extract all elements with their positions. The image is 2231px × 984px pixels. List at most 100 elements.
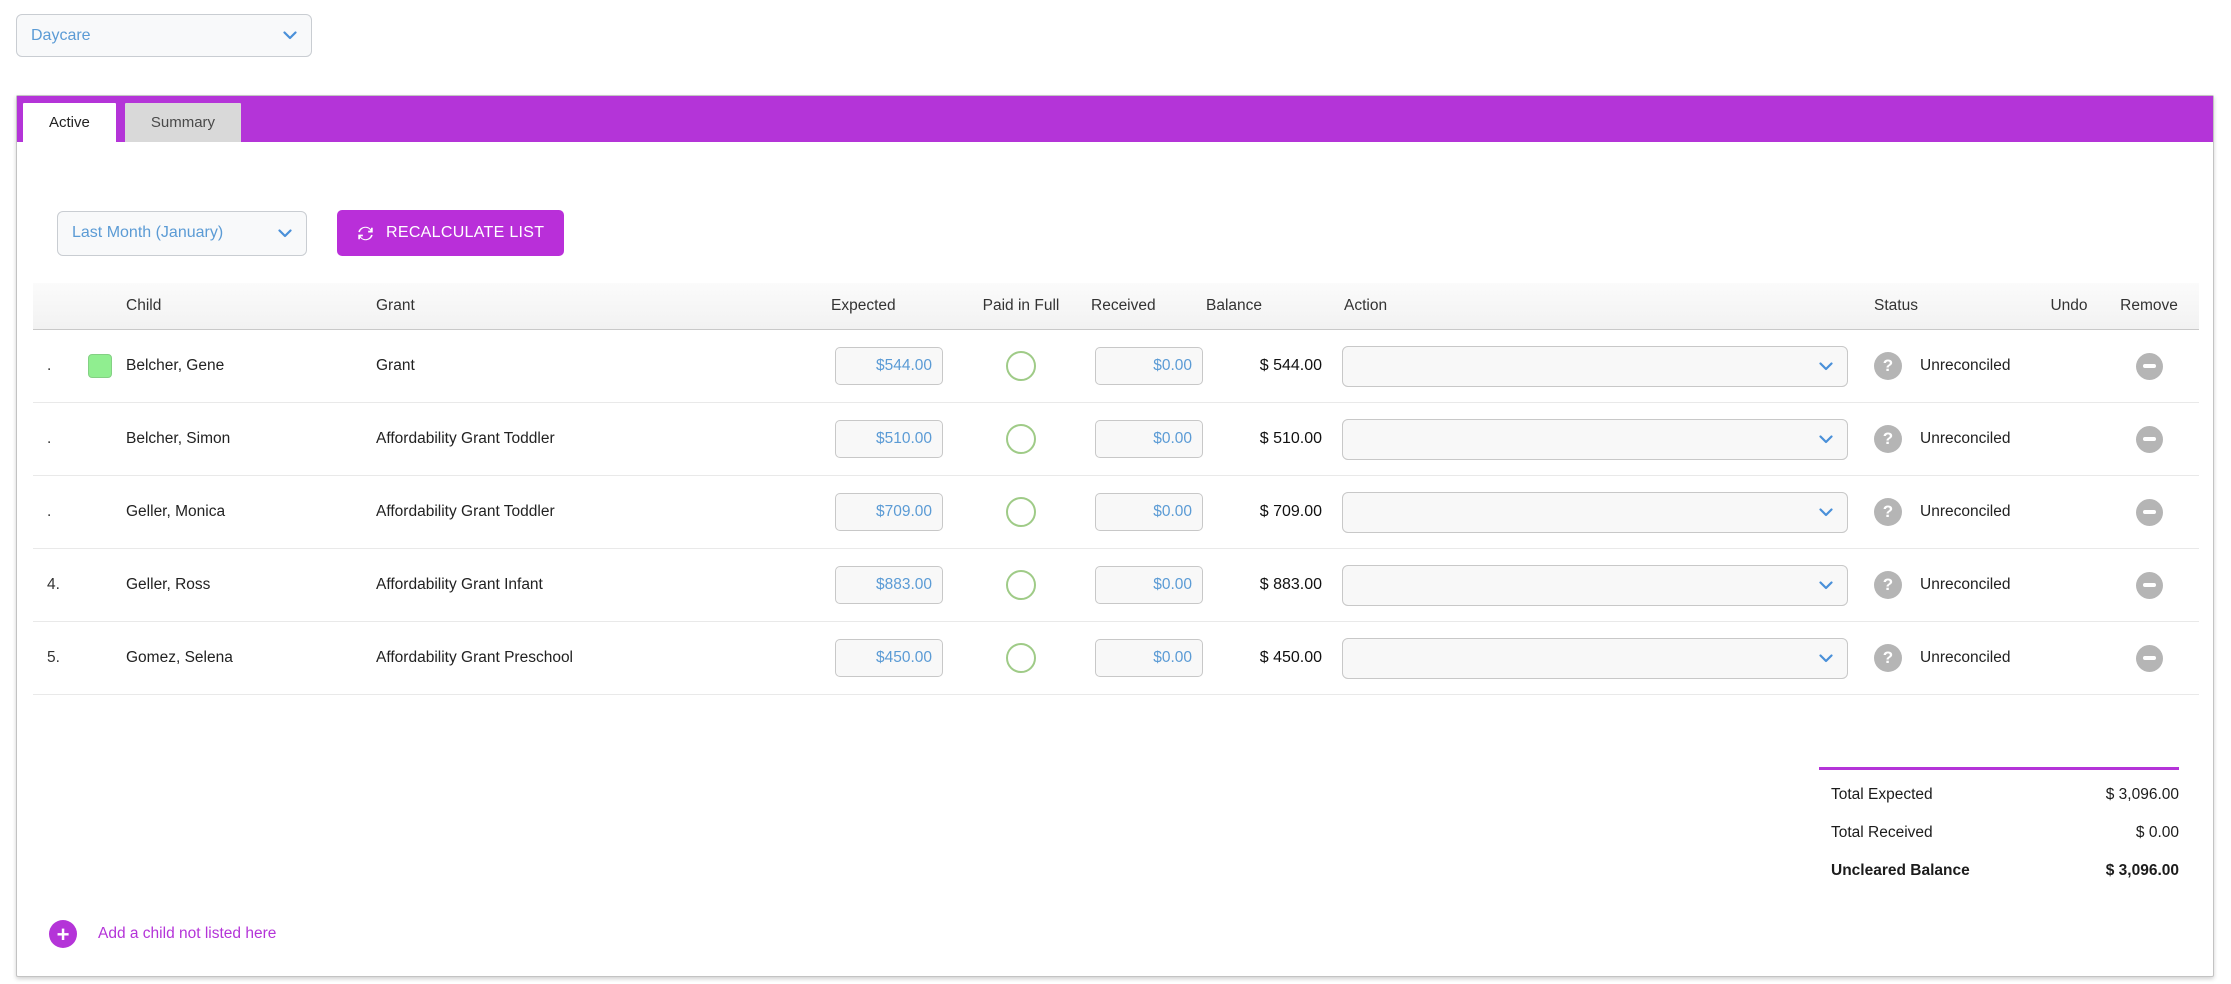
tab-bar: Active Summary bbox=[17, 96, 2213, 142]
add-child-label: Add a child not listed here bbox=[98, 925, 277, 942]
paid-in-full-radio[interactable] bbox=[1006, 351, 1036, 381]
total-received-value: $ 0.00 bbox=[2135, 824, 2179, 841]
header-expected: Expected bbox=[831, 297, 896, 314]
chevron-down-icon bbox=[1819, 507, 1833, 517]
action-select[interactable] bbox=[1342, 345, 1848, 387]
question-icon: ? bbox=[1874, 644, 1902, 672]
daycare-select-value: Daycare bbox=[31, 26, 91, 44]
question-icon: ? bbox=[1874, 352, 1902, 380]
header-undo: Undo bbox=[2050, 297, 2088, 314]
question-icon: ? bbox=[1874, 425, 1902, 453]
child-name: Belcher, Gene bbox=[126, 357, 225, 374]
table-header-row: Child Grant Expected Paid in Full Receiv… bbox=[33, 283, 2199, 330]
status-label: Unreconciled bbox=[1920, 357, 2011, 374]
remove-icon[interactable] bbox=[2135, 352, 2163, 380]
header-action: Action bbox=[1344, 297, 1388, 314]
grant-name: Affordability Grant Toddler bbox=[376, 503, 555, 520]
action-select[interactable] bbox=[1342, 637, 1848, 679]
row-number: . bbox=[47, 430, 52, 447]
action-select[interactable] bbox=[1342, 564, 1848, 606]
total-expected-row: Total Expected $ 3,096.00 bbox=[1819, 776, 2179, 814]
received-input[interactable] bbox=[1095, 493, 1203, 531]
remove-icon[interactable] bbox=[2135, 425, 2163, 453]
expected-input[interactable] bbox=[835, 420, 943, 458]
action-select[interactable] bbox=[1342, 491, 1848, 533]
recalculate-list-button[interactable]: RECALCULATE LIST bbox=[337, 210, 565, 256]
received-input[interactable] bbox=[1095, 420, 1203, 458]
chevron-down-icon bbox=[1819, 434, 1833, 444]
paid-in-full-radio[interactable] bbox=[1006, 643, 1036, 673]
chevron-down-icon bbox=[278, 228, 292, 238]
plus-icon: + bbox=[49, 920, 77, 948]
header-received: Received bbox=[1091, 297, 1156, 314]
card-body: Last Month (January) RECALCULATE LIST bbox=[17, 210, 2213, 976]
row-number: 5. bbox=[47, 649, 60, 666]
total-received-row: Total Received $ 0.00 bbox=[1819, 814, 2179, 852]
uncleared-balance-value: $ 3,096.00 bbox=[2105, 862, 2179, 879]
child-color-swatch bbox=[88, 354, 112, 378]
received-input[interactable] bbox=[1095, 566, 1203, 604]
table-row: . Belcher, Simon Affordability Grant Tod… bbox=[33, 403, 2199, 476]
billing-card: Active Summary Last Month (January) bbox=[16, 95, 2214, 977]
remove-icon[interactable] bbox=[2135, 644, 2163, 672]
grant-name: Affordability Grant Toddler bbox=[376, 430, 555, 447]
refresh-icon bbox=[357, 225, 374, 242]
daycare-select[interactable]: Daycare bbox=[16, 14, 312, 57]
child-name: Geller, Ross bbox=[126, 576, 211, 593]
header-status: Status bbox=[1874, 297, 1918, 314]
balance-value: $ 510.00 bbox=[1259, 430, 1322, 447]
row-number: 4. bbox=[47, 576, 60, 593]
remove-icon[interactable] bbox=[2135, 571, 2163, 599]
question-icon: ? bbox=[1874, 571, 1902, 599]
paid-in-full-radio[interactable] bbox=[1006, 497, 1036, 527]
grant-name: Affordability Grant Infant bbox=[376, 576, 543, 593]
status-label: Unreconciled bbox=[1920, 576, 2011, 593]
expected-input[interactable] bbox=[835, 639, 943, 677]
status-label: Unreconciled bbox=[1920, 503, 2011, 520]
action-select[interactable] bbox=[1342, 418, 1848, 460]
expected-input[interactable] bbox=[835, 347, 943, 385]
totals-panel: Total Expected $ 3,096.00 Total Received… bbox=[1819, 767, 2179, 890]
uncleared-balance-row: Uncleared Balance $ 3,096.00 bbox=[1819, 852, 2179, 890]
total-expected-label: Total Expected bbox=[1831, 786, 1933, 803]
table-body: . Belcher, Gene Grant $ 544.00 ? Unrecon… bbox=[33, 330, 2199, 695]
row-number: . bbox=[47, 357, 52, 374]
table-row: . Geller, Monica Affordability Grant Tod… bbox=[33, 476, 2199, 549]
uncleared-balance-label: Uncleared Balance bbox=[1831, 862, 1970, 879]
balance-value: $ 709.00 bbox=[1259, 503, 1322, 520]
status-label: Unreconciled bbox=[1920, 430, 2011, 447]
grant-name: Affordability Grant Preschool bbox=[376, 649, 574, 666]
received-input[interactable] bbox=[1095, 347, 1203, 385]
add-child-link[interactable]: + Add a child not listed here bbox=[49, 920, 276, 948]
child-name: Gomez, Selena bbox=[126, 649, 233, 666]
balance-value: $ 450.00 bbox=[1259, 649, 1322, 666]
total-expected-value: $ 3,096.00 bbox=[2105, 786, 2179, 803]
chevron-down-icon bbox=[1819, 653, 1833, 663]
table-row: . Belcher, Gene Grant $ 544.00 ? Unrecon… bbox=[33, 330, 2199, 403]
grant-name: Grant bbox=[376, 357, 415, 374]
month-select-value: Last Month (January) bbox=[72, 224, 224, 241]
total-received-label: Total Received bbox=[1831, 824, 1933, 841]
header-paid-in-full: Paid in Full bbox=[982, 297, 1060, 314]
paid-in-full-radio[interactable] bbox=[1006, 424, 1036, 454]
table-row: 4. Geller, Ross Affordability Grant Infa… bbox=[33, 549, 2199, 622]
row-number: . bbox=[47, 503, 52, 520]
paid-in-full-radio[interactable] bbox=[1006, 570, 1036, 600]
child-name: Geller, Monica bbox=[126, 503, 226, 520]
month-select[interactable]: Last Month (January) bbox=[57, 210, 307, 256]
expected-input[interactable] bbox=[835, 566, 943, 604]
header-remove: Remove bbox=[2120, 297, 2178, 314]
table-row: 5. Gomez, Selena Affordability Grant Pre… bbox=[33, 622, 2199, 695]
balance-value: $ 883.00 bbox=[1259, 576, 1322, 593]
balance-value: $ 544.00 bbox=[1259, 357, 1322, 374]
header-balance: Balance bbox=[1206, 297, 1263, 314]
received-input[interactable] bbox=[1095, 639, 1203, 677]
tab-active[interactable]: Active bbox=[23, 103, 116, 142]
tab-summary[interactable]: Summary bbox=[124, 103, 242, 142]
child-name: Belcher, Simon bbox=[126, 430, 231, 447]
grants-table: Child Grant Expected Paid in Full Receiv… bbox=[33, 283, 2199, 695]
remove-icon[interactable] bbox=[2135, 498, 2163, 526]
filter-row: Last Month (January) RECALCULATE LIST bbox=[57, 210, 2197, 256]
expected-input[interactable] bbox=[835, 493, 943, 531]
